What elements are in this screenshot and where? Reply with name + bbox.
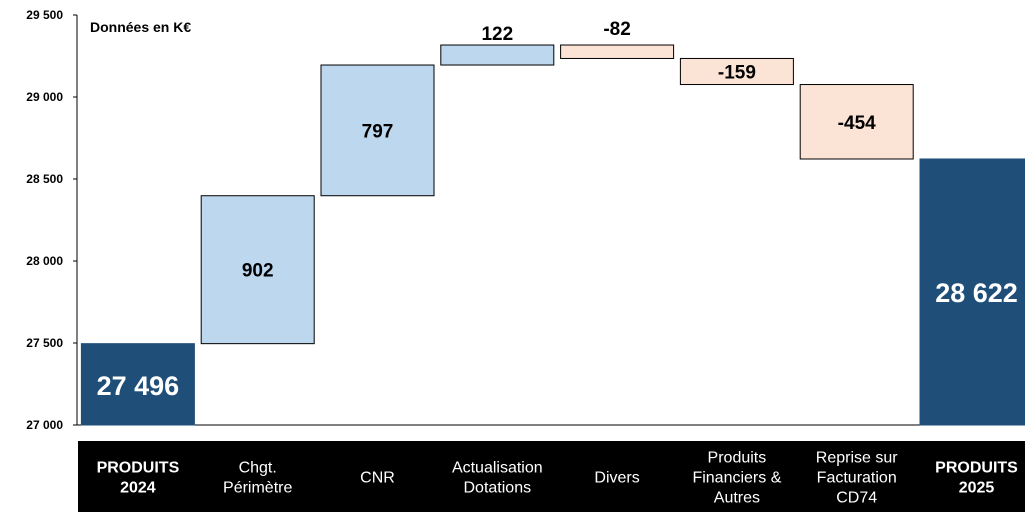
- y-axis: 27 000 27 500 28 000 28 500 29 000 29 500: [26, 8, 1025, 432]
- x-category-label: 2024: [120, 480, 156, 497]
- x-category-label: Chgt.: [239, 460, 277, 477]
- bar-labels-group: 27 496 902 797 122 -82 -159 -454 28 622: [97, 19, 1018, 401]
- x-category-label: Actualisation: [452, 460, 543, 477]
- bar-total: [80, 343, 195, 426]
- x-axis-categories: PRODUITS 2024 Chgt. Périmètre CNR Actualisati…: [97, 450, 1019, 507]
- x-category-label: Dotations: [464, 480, 532, 497]
- category-band: [78, 441, 1025, 512]
- y-tick-label: 28 500: [26, 172, 63, 186]
- x-category-label: CD74: [836, 490, 877, 507]
- x-category-label: Produits: [708, 450, 767, 467]
- data-label: -454: [838, 113, 876, 134]
- bar-increase: [320, 64, 435, 197]
- data-label: 28 622: [935, 278, 1018, 308]
- y-tick-label: 29 000: [26, 90, 63, 104]
- data-label: 122: [481, 24, 513, 45]
- x-category-label: Financiers &: [692, 470, 781, 487]
- bar-decrease: [799, 84, 914, 160]
- data-label: -159: [718, 62, 756, 83]
- x-category-label: Périmètre: [223, 480, 292, 497]
- units-note: Données en K€: [90, 19, 191, 35]
- x-category-label: CNR: [360, 470, 395, 487]
- bar-decrease: [560, 44, 675, 59]
- x-category-label: Reprise sur: [816, 450, 898, 467]
- y-tick-label: 27 000: [26, 418, 63, 432]
- x-category-label: PRODUITS: [97, 460, 180, 477]
- data-label: 27 496: [97, 371, 180, 401]
- bar-decrease: [679, 57, 794, 86]
- data-label: -82: [603, 19, 630, 40]
- x-category-label: PRODUITS: [935, 460, 1018, 477]
- y-tick-label: 27 500: [26, 336, 63, 350]
- y-tick-label: 29 500: [26, 8, 63, 22]
- x-category-label: Autres: [714, 490, 760, 507]
- bars-group: [80, 44, 1025, 426]
- bar-increase: [200, 195, 315, 345]
- bar-increase: [440, 44, 555, 66]
- x-category-label: 2025: [959, 480, 995, 497]
- y-tick-label: 28 000: [26, 254, 63, 268]
- bar-total: [919, 158, 1025, 426]
- data-label: 902: [242, 261, 274, 282]
- x-category-label: Facturation: [817, 470, 897, 487]
- data-label: 797: [362, 121, 394, 142]
- x-category-label: Divers: [594, 470, 639, 487]
